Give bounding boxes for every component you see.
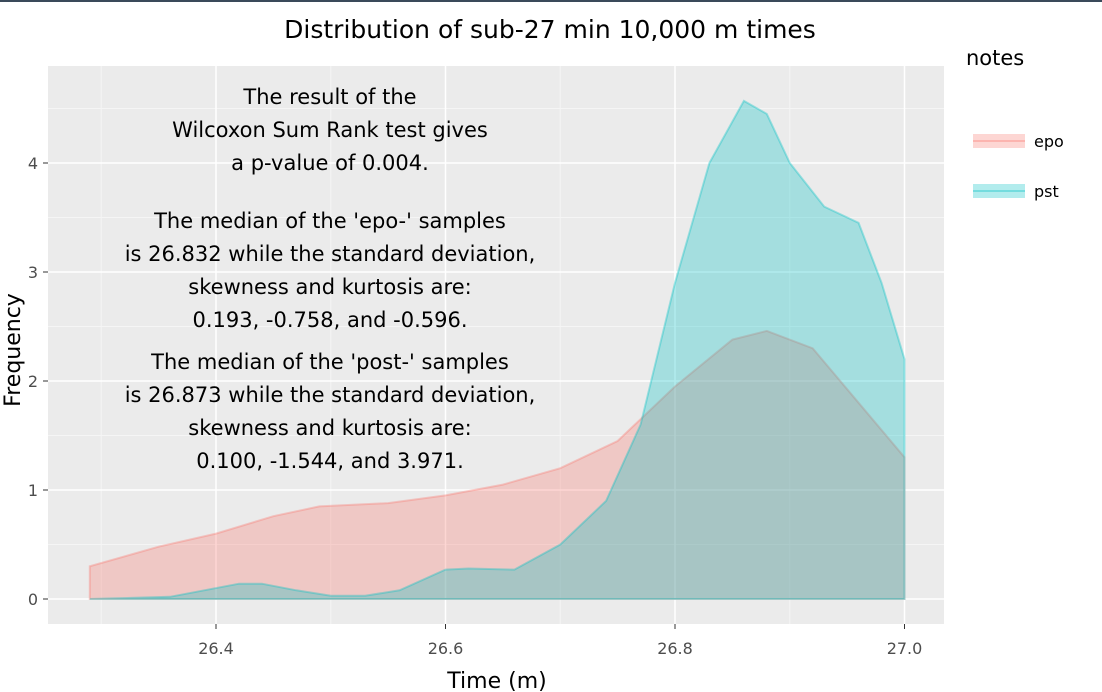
annotation-line: skewness and kurtosis are: bbox=[188, 275, 471, 299]
x-tick-label: 26.4 bbox=[198, 639, 234, 658]
x-tick-label: 26.6 bbox=[428, 639, 464, 658]
x-tick-label: 27.0 bbox=[887, 639, 923, 658]
annotation-line: is 26.873 while the standard deviation, bbox=[125, 383, 536, 407]
annotation-line: 0.193, -0.758, and -0.596. bbox=[192, 308, 467, 332]
window-top-border bbox=[0, 0, 1102, 2]
density-area-epo bbox=[88, 329, 906, 600]
annotation-line: Wilcoxon Sum Rank test gives bbox=[172, 118, 488, 142]
y-tick-label: 1 bbox=[28, 481, 38, 500]
y-tick-label: 4 bbox=[28, 154, 38, 173]
y-axis-label: Frequency bbox=[1, 293, 26, 407]
density-area-pst bbox=[89, 99, 906, 600]
legend-title: notes bbox=[966, 46, 1024, 70]
annotation-line: a p-value of 0.004. bbox=[231, 151, 429, 175]
x-axis-label: Time (m) bbox=[446, 669, 546, 692]
y-tick-label: 0 bbox=[28, 590, 38, 609]
annotation-line: The median of the 'post-' samples bbox=[150, 350, 509, 374]
annotation-line: The median of the 'epo-' samples bbox=[153, 209, 506, 233]
legend-label-epo: epo bbox=[1034, 132, 1064, 151]
plot-panel bbox=[48, 66, 944, 624]
annotation-line: The result of the bbox=[242, 85, 416, 109]
x-tick-label: 26.8 bbox=[657, 639, 693, 658]
legend-key-pst bbox=[973, 184, 1025, 198]
annotation-line: is 26.832 while the standard deviation, bbox=[125, 242, 536, 266]
legend-key-epo bbox=[973, 134, 1025, 148]
chart-title: Distribution of sub-27 min 10,000 m time… bbox=[284, 15, 816, 44]
annotation-line: 0.100, -1.544, and 3.971. bbox=[196, 449, 464, 473]
legend-label-pst: pst bbox=[1034, 182, 1059, 201]
annotation-line: skewness and kurtosis are: bbox=[188, 416, 471, 440]
y-tick-label: 3 bbox=[28, 263, 38, 282]
y-tick-label: 2 bbox=[28, 372, 38, 391]
